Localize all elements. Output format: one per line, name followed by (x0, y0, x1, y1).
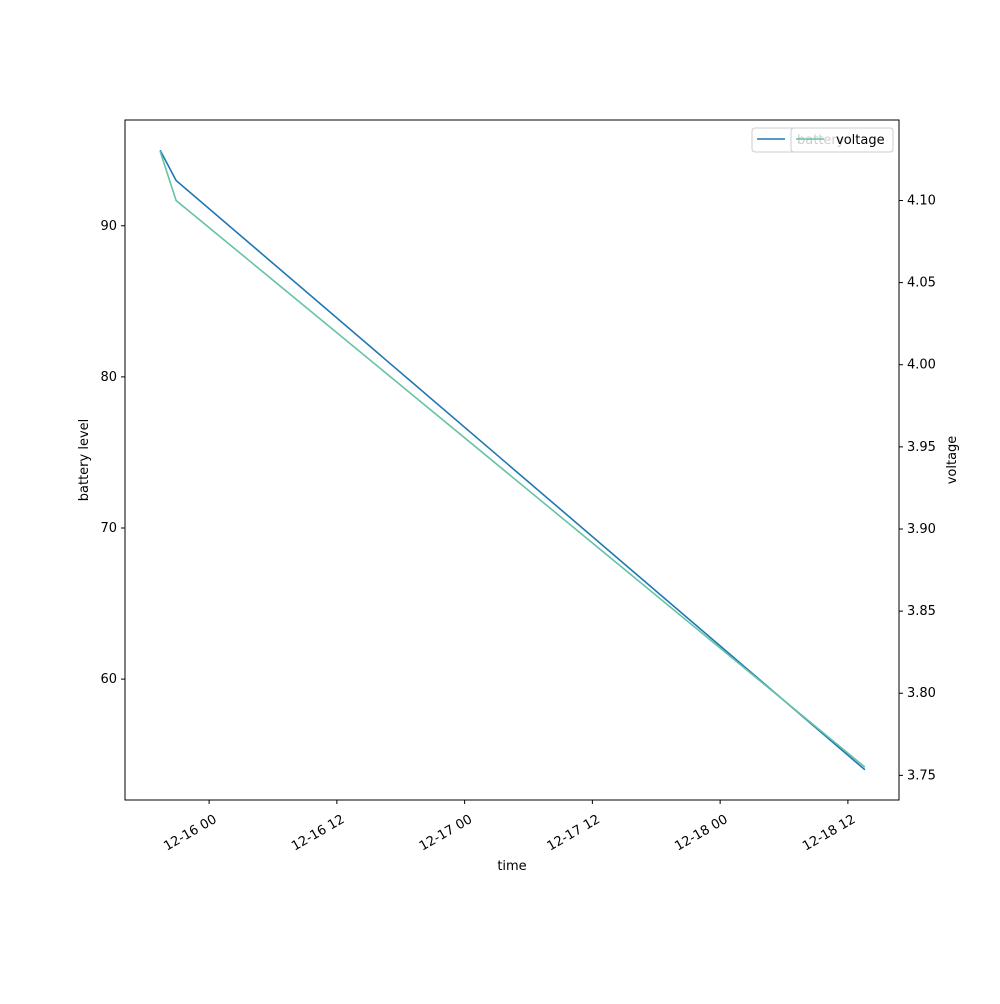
plot-frame (124, 119, 900, 801)
x-tick-label: 12-17 12 (545, 812, 603, 854)
x-tick-label: 12-17 00 (417, 812, 475, 854)
series-line (159, 149, 866, 771)
x-tick-label: 12-18 12 (800, 812, 858, 854)
y2-tick-label: 4.00 (907, 358, 936, 373)
x-axis-label: time (497, 859, 526, 874)
y2-tick-label: 3.95 (907, 440, 936, 455)
y2-tick-label: 4.05 (907, 276, 936, 291)
y2-tick-label: 3.80 (907, 686, 936, 701)
y-tick-label: 60 (100, 672, 117, 687)
y2-tick-label: 3.75 (907, 768, 936, 783)
y2-axis-label: voltage (945, 436, 960, 485)
x-tick-label: 12-18 00 (672, 812, 730, 854)
y-axis-label: battery level (77, 419, 92, 502)
y2-tick-label: 4.10 (907, 193, 936, 208)
y-tick-label: 90 (100, 219, 117, 234)
x-tick-label: 12-16 12 (289, 812, 347, 854)
y-tick-label: 70 (100, 521, 117, 536)
y2-tick-label: 3.90 (907, 522, 936, 537)
y-tick-label: 80 (100, 370, 117, 385)
y2-tick-label: 3.85 (907, 604, 936, 619)
legend-box (790, 127, 894, 153)
legend-label: voltage (836, 133, 885, 148)
x-tick-label: 12-16 00 (161, 812, 219, 854)
series-line (159, 150, 866, 768)
